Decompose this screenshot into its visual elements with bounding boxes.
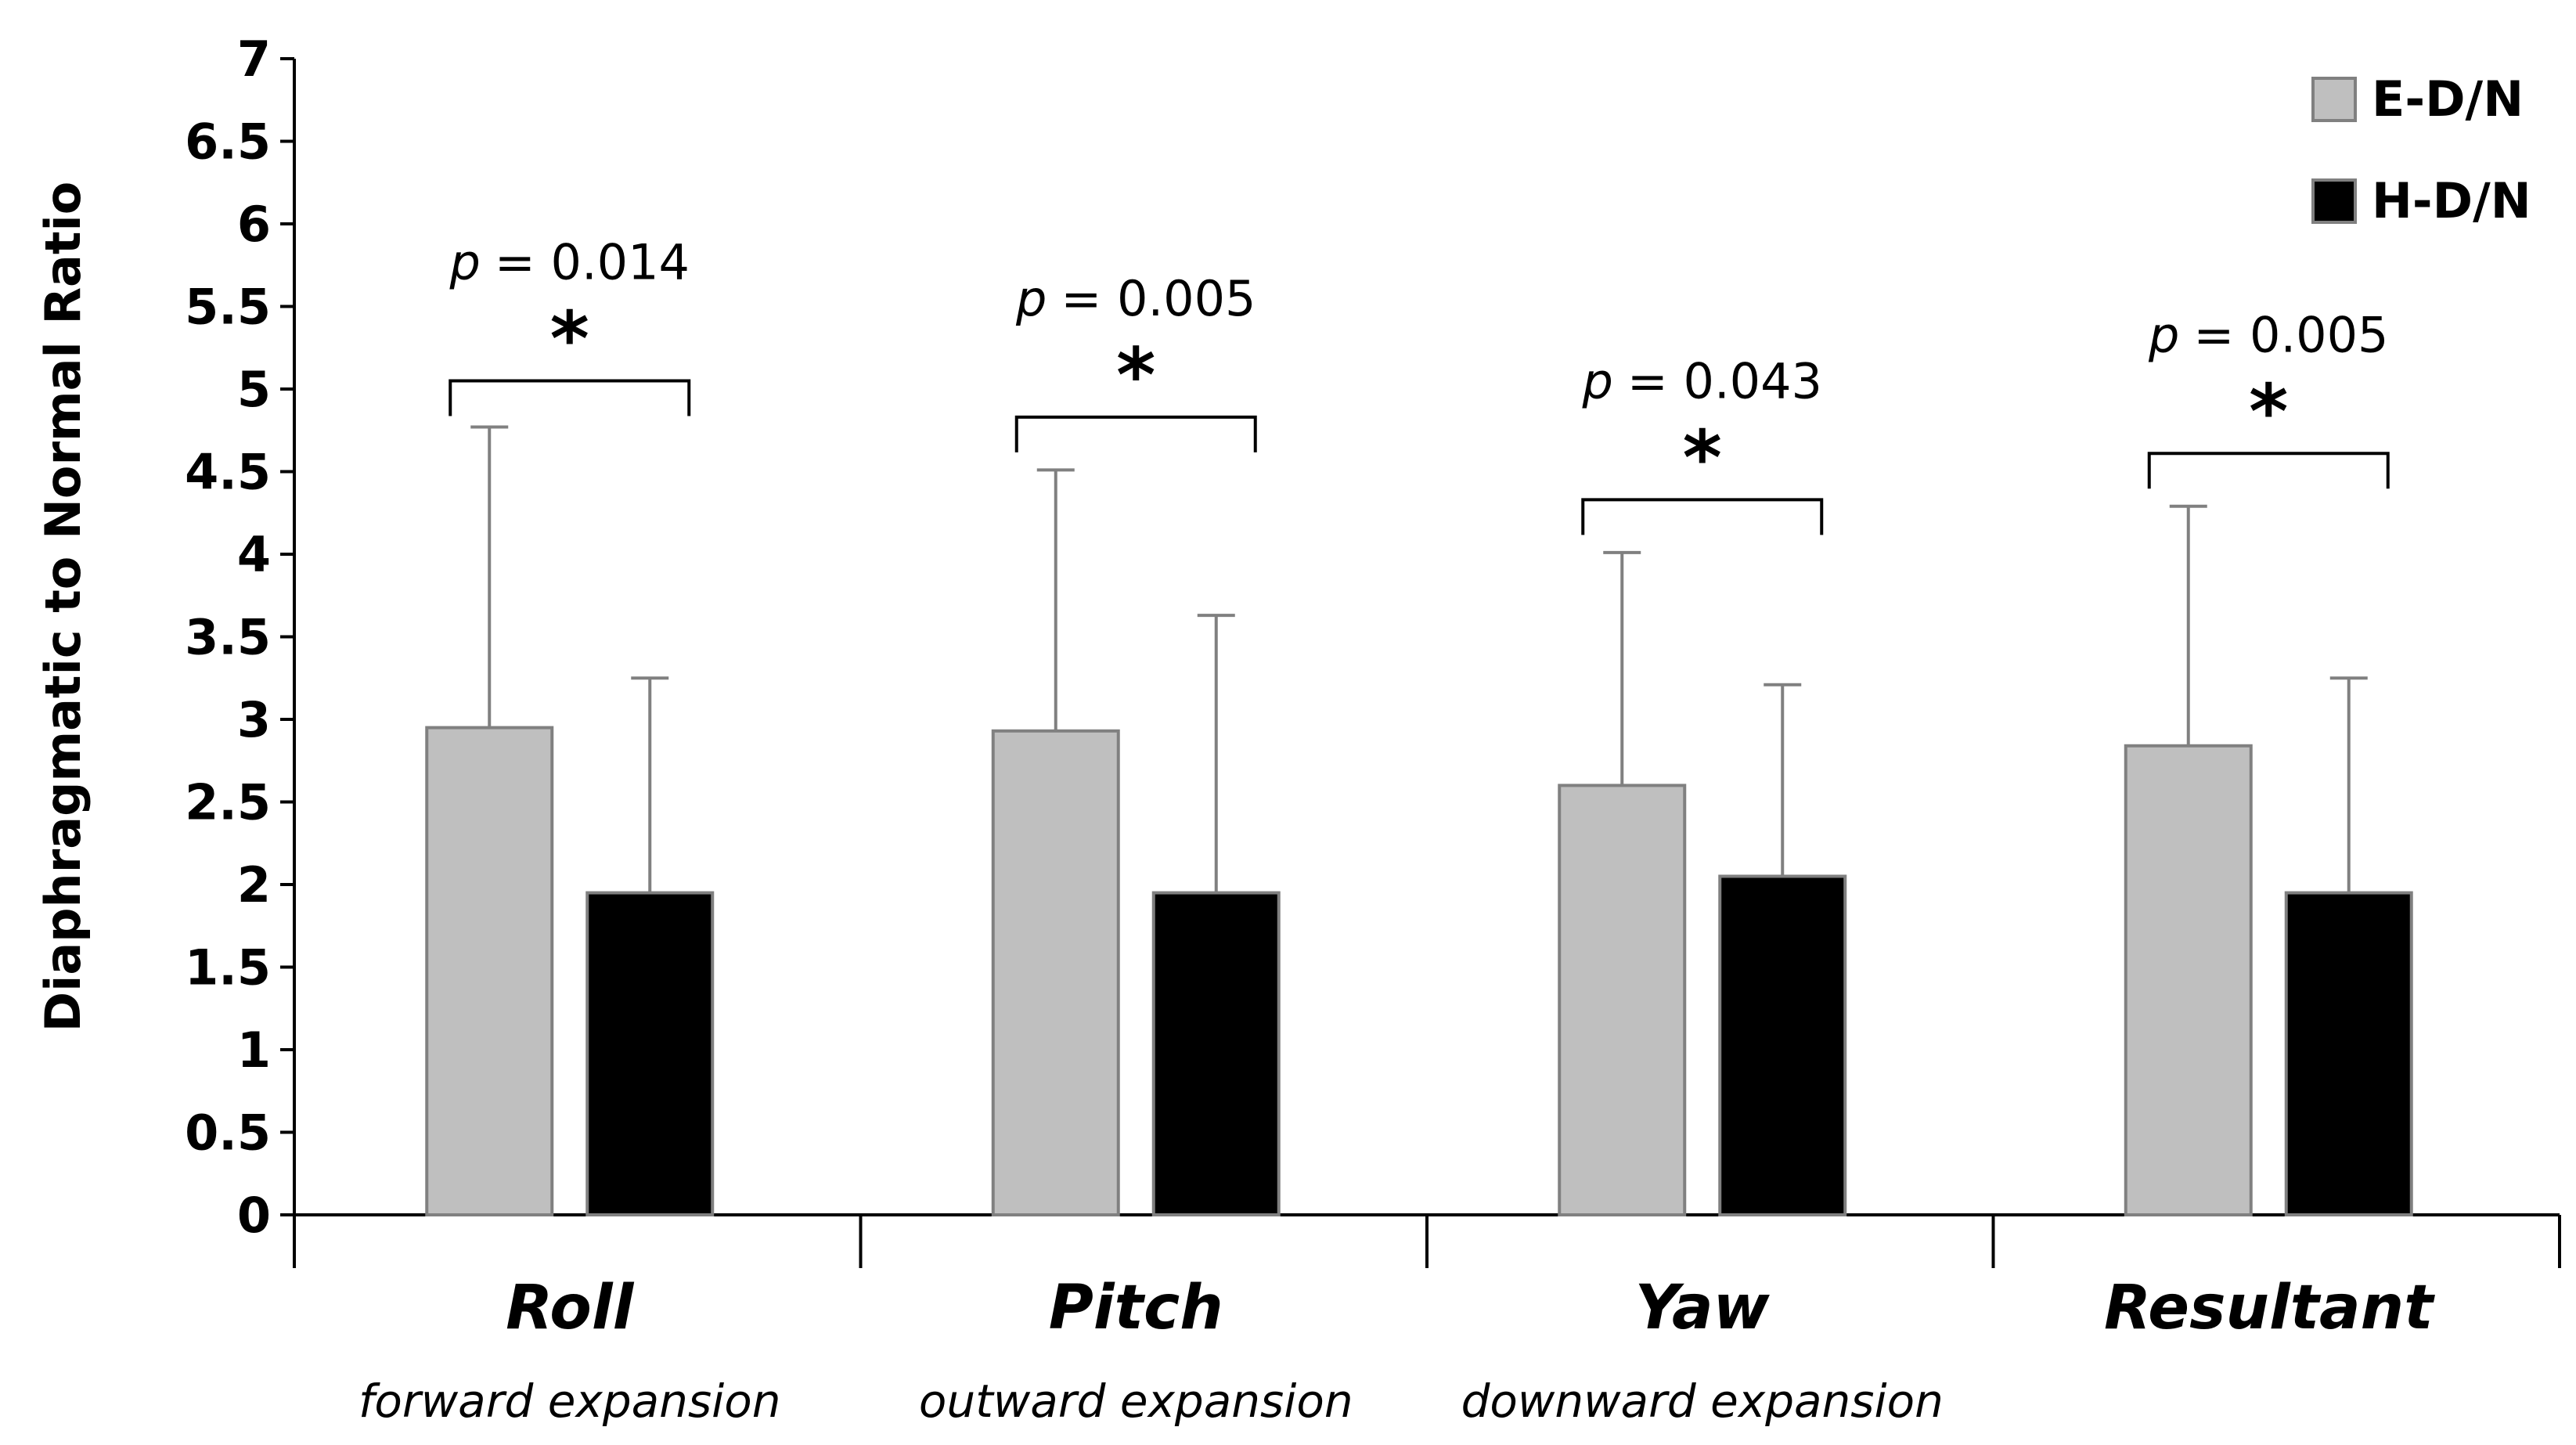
bar-h-d-n-yaw [1718, 874, 1847, 1216]
significance-bracket [449, 379, 691, 416]
p-value-number: = 0.043 [1627, 352, 1822, 409]
p-value-label: p = 0.005 [2148, 306, 2389, 363]
y-axis-label: Diaphragmatic to Normal Ratio [34, 182, 92, 1032]
significance-bracket [1014, 415, 1257, 452]
bar-e-d-n-yaw [1558, 784, 1687, 1216]
legend-swatch [2311, 77, 2357, 122]
p-value-number: = 0.005 [2193, 306, 2388, 363]
y-tick-label: 3 [237, 691, 271, 748]
y-tick-label: 6.5 [185, 114, 271, 171]
significance-star: * [1683, 414, 1722, 502]
bar-h-d-n-resultant [2284, 891, 2413, 1217]
x-category-subtitle: forward expansion [358, 1375, 781, 1428]
y-ticks: 0 0.5 1 1.5 2 2.5 3 3.5 4 4.5 5 5.5 6 6.5 7 [185, 31, 294, 1244]
p-value-prefix: p [449, 233, 480, 290]
y-tick-label: 4.5 [185, 444, 271, 501]
significance-star: * [2249, 368, 2288, 456]
legend-label: E-D/N [2372, 70, 2524, 128]
y-tick-label: 7 [237, 31, 271, 88]
legend-swatch [2311, 178, 2357, 224]
y-tick-label: 2.5 [185, 774, 271, 831]
bar-e-d-n-pitch [991, 729, 1120, 1216]
y-tick-label: 5 [237, 361, 271, 418]
bar-e-d-n-resultant [2124, 744, 2253, 1216]
y-tick-label: 6 [237, 196, 271, 253]
significance-annotations: *p = 0.014*p = 0.005*p = 0.043 *p = 0.005 [449, 233, 2390, 535]
bars [425, 425, 2413, 1217]
p-value-prefix: p [1581, 352, 1612, 409]
y-tick-label: 3.5 [185, 609, 271, 666]
significance-star: * [550, 295, 589, 383]
significance-bracket [1581, 498, 1824, 535]
p-value-label: p = 0.014 [449, 233, 690, 290]
p-value-label: p = 0.043 [1581, 352, 1822, 409]
p-value-number: = 0.005 [1061, 270, 1256, 327]
x-category-label-yaw: Yaw [1635, 1273, 1771, 1343]
y-tick-label: 0 [237, 1187, 271, 1244]
p-value-prefix: p [2148, 306, 2179, 363]
y-tick-label: 1 [237, 1022, 271, 1079]
y-tick-label: 0.5 [185, 1104, 271, 1162]
y-tick-label: 1.5 [185, 939, 271, 996]
bar-h-d-n-roll [585, 891, 715, 1217]
significance-star: * [1116, 332, 1155, 420]
x-category-subtitle: outward expansion [919, 1375, 1353, 1428]
bar-h-d-n-pitch [1151, 891, 1281, 1217]
p-value-prefix: p [1015, 270, 1047, 327]
x-category-label-pitch: Pitch [1049, 1273, 1223, 1343]
p-value-label: p = 0.005 [1015, 270, 1256, 327]
significance-bracket [2147, 452, 2390, 489]
y-tick-label: 5.5 [185, 279, 271, 336]
legend: E-D/N H-D/N [2311, 70, 2531, 229]
bar-e-d-n-roll [425, 726, 554, 1216]
x-category-label-resultant: Resultant [2104, 1273, 2435, 1343]
p-value-number: = 0.014 [495, 233, 690, 290]
x-category-label-roll: Roll [506, 1273, 635, 1343]
x-category-labels: Roll forward expansion Pitch outward expans… [358, 1273, 2435, 1428]
legend-label: H-D/N [2372, 172, 2531, 229]
y-tick-label: 2 [237, 856, 271, 913]
x-category-subtitle: downward expansion [1461, 1375, 1944, 1428]
y-tick-label: 4 [237, 526, 271, 583]
